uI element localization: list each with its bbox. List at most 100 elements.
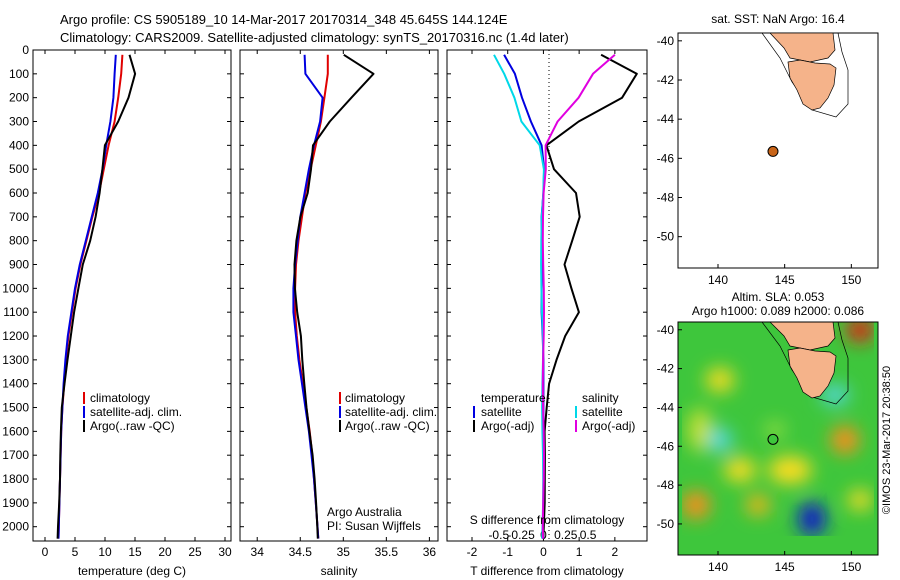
sal-legend-satellite: satellite-adj. clim. xyxy=(345,405,437,419)
lat-tick-label: -44 xyxy=(657,112,675,126)
map-bottom-title-1: Altim. SLA: 0.053 xyxy=(732,290,825,304)
x-tick-label: 5 xyxy=(72,545,79,559)
lon-tick-label: 145 xyxy=(775,273,795,287)
difference-series-line xyxy=(542,53,638,539)
argo-position-marker xyxy=(767,433,779,445)
difference-x-label: T difference from climatology xyxy=(470,564,624,578)
header-line-2: Climatology: CARS2009. Satellite-adjuste… xyxy=(60,30,569,45)
lat-tick-label: -50 xyxy=(657,230,675,244)
depth-tick-label: 2000 xyxy=(2,520,29,534)
salinity-series-line xyxy=(294,54,329,539)
lat-tick-label: -42 xyxy=(657,362,675,376)
temperature-panel-frame xyxy=(32,49,232,542)
difference-legend: temperature salinity satellite Argo(-adj… xyxy=(473,391,635,433)
s-diff-tick-label: -0.25 xyxy=(507,528,535,542)
depth-axis: 0 100 200 300 400 500 600 700 800 900 1000 1100 1200… xyxy=(2,43,647,534)
salinity-x-axis: 34 34.5 35 35.5 36 xyxy=(251,50,436,559)
depth-tick-label: 900 xyxy=(9,258,29,272)
lon-tick-label: 150 xyxy=(841,560,861,574)
lon-tick-label: 140 xyxy=(708,273,728,287)
map-top-content xyxy=(761,33,849,118)
lat-tick-label: -40 xyxy=(657,323,675,337)
depth-tick-label: 1700 xyxy=(2,448,29,462)
x-tick-label: 35.5 xyxy=(375,545,399,559)
tasmania-shape xyxy=(787,347,837,399)
argo-position-marker xyxy=(767,145,779,157)
header-line-1: Argo profile: CS 5905189_10 14-Mar-2017 … xyxy=(60,12,508,27)
x-tick-label: 0 xyxy=(540,545,547,559)
x-tick-label: 35 xyxy=(337,545,351,559)
lat-tick-label: -48 xyxy=(657,478,675,492)
salinity-series-line xyxy=(293,53,375,539)
x-tick-label: 25 xyxy=(188,545,202,559)
difference-series-line xyxy=(503,54,546,539)
credit-argo-australia: Argo Australia xyxy=(327,505,402,519)
x-tick-label: -2 xyxy=(467,545,478,559)
mainland-shape xyxy=(769,33,836,63)
depth-tick-label: 700 xyxy=(9,210,29,224)
map-bottom-axes: -40 -42 -44 -46 -48 -50 140 145 150 xyxy=(657,323,862,574)
temperature-series-line xyxy=(57,54,117,539)
depth-tick-label: 800 xyxy=(9,234,29,248)
difference-top-label: S difference from climatology xyxy=(470,513,625,527)
difference-x-axis: -2 -1 0 1 2-0.5-0.25 0 0.25 0.5 xyxy=(467,50,619,559)
depth-tick-label: 200 xyxy=(9,91,29,105)
difference-plot-area xyxy=(493,53,638,539)
legend-t-argo: Argo(-adj) xyxy=(481,419,534,433)
salinity-legend: climatology satellite-adj. clim. Argo(..… xyxy=(339,391,437,433)
depth-tick-label: 300 xyxy=(9,115,29,129)
temp-legend-climatology: climatology xyxy=(90,391,150,405)
depth-tick-label: 400 xyxy=(9,138,29,152)
difference-series-line xyxy=(493,54,545,539)
salinity-plot-area xyxy=(292,53,375,539)
legend-t-satellite: satellite xyxy=(481,405,522,419)
x-tick-label: 15 xyxy=(128,545,142,559)
s-diff-tick-label: 0.5 xyxy=(580,528,597,542)
map-top-axes: -40 -42 -44 -46 -48 -50 140 145 150 xyxy=(657,34,862,287)
map-bottom-title-2: Argo h1000: 0.089 h2000: 0.086 xyxy=(692,304,864,318)
temp-legend-satellite: satellite-adj. clim. xyxy=(90,405,182,419)
x-tick-label: 0 xyxy=(42,545,49,559)
temperature-x-label: temperature (deg C) xyxy=(78,564,186,578)
salinity-x-label: salinity xyxy=(321,564,358,578)
legend-s-argo: Argo(-adj) xyxy=(582,419,635,433)
temperature-legend: climatology satellite-adj. clim. Argo(..… xyxy=(83,391,182,433)
map-bottom-content xyxy=(678,322,878,555)
depth-tick-label: 1900 xyxy=(2,496,29,510)
x-tick-label: -1 xyxy=(502,545,513,559)
depth-tick-label: 500 xyxy=(9,162,29,176)
salinity-series-line xyxy=(292,54,324,539)
lat-tick-label: -42 xyxy=(657,73,675,87)
s-diff-tick-label: 0.25 xyxy=(554,528,578,542)
depth-tick-label: 600 xyxy=(9,186,29,200)
legend-s-satellite: satellite xyxy=(582,405,623,419)
sla-anomaly-field xyxy=(682,322,874,536)
depth-tick-label: 0 xyxy=(22,43,29,57)
x-tick-label: 34.5 xyxy=(289,545,313,559)
depth-tick-label: 1600 xyxy=(2,424,29,438)
mainland-shape xyxy=(769,322,836,351)
depth-tick-label: 1800 xyxy=(2,472,29,486)
temperature-plot-area xyxy=(56,54,137,539)
difference-panel-frame xyxy=(446,49,648,542)
lon-tick-label: 145 xyxy=(775,560,795,574)
depth-tick-label: 1200 xyxy=(2,329,29,343)
depth-tick-label: 100 xyxy=(9,67,29,81)
imos-timestamp: ©IMOS 23-Mar-2017 20:38:50 xyxy=(881,366,893,514)
sal-legend-argo: Argo(..raw -QC) xyxy=(345,419,430,433)
lat-tick-label: -48 xyxy=(657,191,675,205)
legend-head-temperature: temperature xyxy=(481,391,546,405)
temperature-x-axis: 0 5 10 15 20 25 30 xyxy=(42,50,232,559)
credit-pi: PI: Susan Wijffels xyxy=(327,519,421,533)
x-tick-label: 34 xyxy=(251,545,265,559)
temperature-series-line xyxy=(57,54,124,539)
x-tick-label: 30 xyxy=(218,545,232,559)
map-top-title: sat. SST: NaN Argo: 16.4 xyxy=(711,12,845,26)
sal-legend-climatology: climatology xyxy=(345,391,405,405)
s-diff-tick-label: -0.5 xyxy=(488,528,509,542)
tasmania-shape xyxy=(787,59,837,111)
temp-legend-argo: Argo(..raw -QC) xyxy=(90,419,175,433)
depth-tick-label: 1300 xyxy=(2,353,29,367)
x-tick-label: 2 xyxy=(612,545,619,559)
